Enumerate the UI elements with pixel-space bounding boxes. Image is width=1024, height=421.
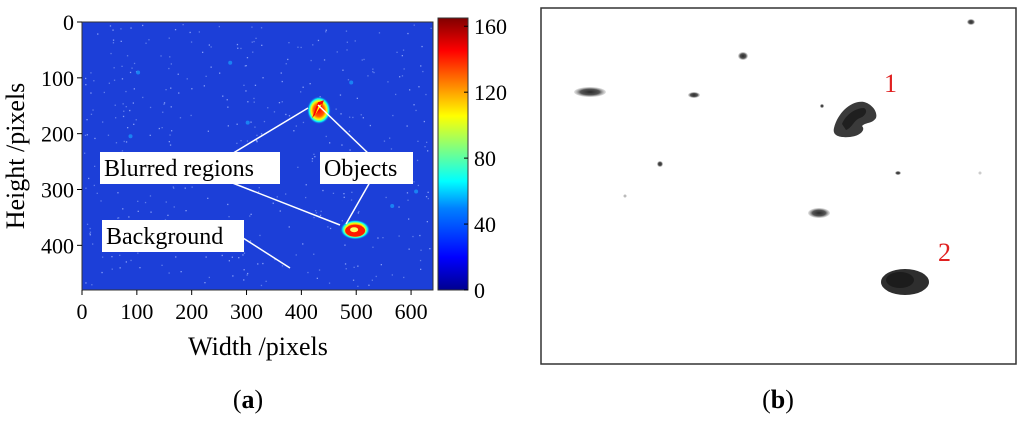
y-axis-title: Height /pixels	[1, 83, 30, 230]
colorbar-ticks: 0 40 80 120 160	[464, 14, 507, 303]
y-tick-label: 300	[41, 178, 74, 203]
heatmap-object-2	[340, 219, 371, 240]
annotation-objects-label: Objects	[324, 156, 397, 182]
x-tick-label: 100	[120, 299, 153, 324]
colorbar-tick-label: 40	[474, 212, 496, 237]
annotation-objects: Objects	[320, 152, 413, 184]
panel-a: Blurred regions Objects Background 0 100 2…	[1, 10, 507, 414]
y-tick-label: 400	[41, 233, 74, 258]
colorbar-tick-label: 160	[474, 14, 507, 39]
annotation-blurred-regions: Blurred regions	[100, 152, 280, 184]
annotation-lines	[229, 104, 371, 269]
x-tick-label: 300	[230, 299, 263, 324]
y-tick-label: 200	[41, 122, 74, 147]
colorbar	[437, 17, 469, 291]
y-tick-label: 0	[63, 10, 74, 35]
object-label-2: 2	[938, 238, 951, 267]
colorbar-tick-label: 80	[474, 146, 496, 171]
colorbar-tick-label: 120	[474, 80, 507, 105]
annotation-background: Background	[102, 220, 244, 252]
binary-image-blobs	[574, 19, 982, 295]
object-label-1: 1	[884, 69, 897, 98]
x-tick-label: 0	[77, 299, 88, 324]
heatmap-objects	[306, 96, 371, 240]
annotation-blurred-regions-label: Blurred regions	[104, 156, 254, 182]
x-tick-label: 600	[395, 299, 428, 324]
x-tick-label: 200	[175, 299, 208, 324]
caption-a: (a)	[233, 385, 263, 414]
y-tick-label: 100	[41, 66, 74, 91]
x-axis-title: Width /pixels	[188, 332, 328, 361]
heatmap-object-1	[306, 96, 331, 125]
binary-image-frame	[540, 7, 1017, 365]
colorbar-tick-label: 0	[474, 278, 485, 303]
annotation-background-label: Background	[106, 224, 223, 250]
x-tick-label: 400	[285, 299, 318, 324]
caption-b-letter: b	[771, 385, 785, 414]
caption-b: (b)	[762, 385, 794, 414]
x-axis-ticks: 0 100 200 300 400 500 600	[77, 290, 428, 324]
x-tick-label: 500	[340, 299, 373, 324]
panel-b: 1 2 (b)	[540, 7, 1017, 414]
caption-a-letter: a	[242, 385, 255, 414]
heatmap-frame	[81, 21, 434, 291]
y-axis-ticks: 0 100 200 300 400	[41, 10, 82, 258]
